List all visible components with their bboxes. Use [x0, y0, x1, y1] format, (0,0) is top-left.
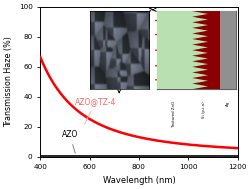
Text: AZO@TZ-4: AZO@TZ-4 — [75, 97, 116, 124]
Y-axis label: Transmission Haze (%): Transmission Haze (%) — [4, 36, 13, 127]
Text: AZO: AZO — [62, 130, 78, 153]
X-axis label: Wavelength (nm): Wavelength (nm) — [102, 176, 174, 185]
